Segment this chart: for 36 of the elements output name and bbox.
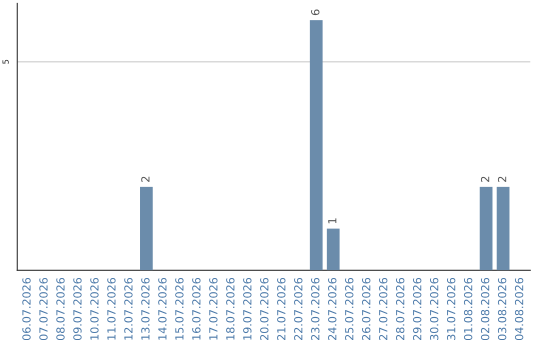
x-tick-label: 01.08.2026	[464, 278, 472, 340]
data-label: 2	[498, 176, 506, 182]
x-tick-label: 16.07.2026	[192, 278, 201, 340]
x-tick-label: 22.07.2026	[294, 278, 302, 340]
x-tick-label: 08.07.2026	[56, 278, 65, 340]
x-tick-label: 21.07.2026	[277, 278, 286, 340]
x-tick-label: 19.07.2026	[243, 278, 252, 340]
x-tick-label: 02.08.2026	[480, 278, 490, 340]
x-tick-label: 28.07.2026	[396, 278, 404, 340]
x-tick-label: 04.08.2026	[514, 278, 524, 340]
x-tick-label: 12.07.2026	[124, 278, 133, 340]
x-tick-label: 31.07.2026	[446, 278, 456, 340]
data-label: 2	[141, 176, 150, 182]
x-tick-label: 17.07.2026	[209, 278, 218, 340]
x-tick-label: 11.07.2026	[107, 278, 116, 340]
data-label: 6	[311, 10, 320, 16]
x-tick-label: 25.07.2026	[345, 278, 354, 340]
x-tick-label: 18.07.2026	[226, 278, 235, 340]
x-tick-label: 20.07.2026	[260, 278, 269, 340]
x-tick-label: 07.07.2026	[39, 278, 48, 340]
x-tick-label: 27.07.2026	[379, 278, 388, 340]
x-tick-label: 14.07.2026	[158, 278, 167, 340]
x-tick-label: 23.07.2026	[311, 278, 320, 340]
x-tick-label: 10.07.2026	[90, 278, 99, 340]
data-label: 2	[480, 176, 490, 182]
x-tick-label: 24.07.2026	[328, 278, 336, 340]
x-tick-label: 13.07.2026	[141, 278, 150, 340]
y-tick-label: 5	[2, 60, 9, 64]
x-tick-label: 06.07.2026	[22, 278, 31, 340]
x-tick-label: 03.08.2026	[498, 278, 506, 340]
x-tick-label: 26.07.2026	[362, 278, 370, 340]
x-tick-label: 09.07.2026	[73, 278, 82, 340]
data-label: 1	[328, 218, 336, 224]
x-tick-label: 29.07.2026	[412, 278, 422, 340]
x-tick-label: 30.07.2026	[430, 278, 438, 340]
x-tick-label: 15.07.2026	[175, 278, 184, 340]
